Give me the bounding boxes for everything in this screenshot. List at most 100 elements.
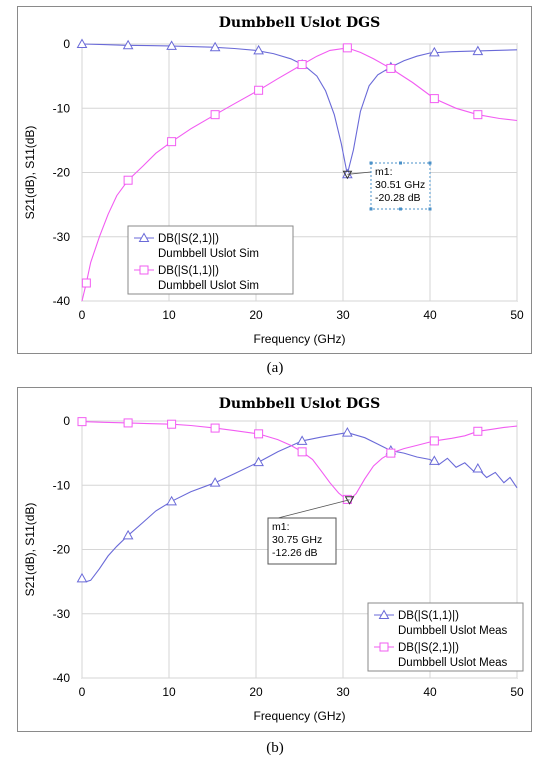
y-tick-label: 0 (63, 37, 70, 51)
chart-a-svg: Dumbbell Uslot DGS 0 10 20 30 40 50 0 -10 -20 -30 -… (23, 15, 524, 346)
x-tick-label: 50 (510, 308, 524, 322)
y-tick-label: -30 (53, 607, 71, 621)
y-tick-label: -20 (53, 543, 71, 557)
marker-box-handle (428, 161, 432, 165)
x-tick-label: 10 (162, 685, 176, 699)
legend-entry-name: DB(|S(1,1)|) (398, 610, 459, 622)
series-1-marker (428, 46, 440, 57)
legend-entry-name: DB(|S(2,1)|) (398, 642, 459, 654)
series-1-marker (122, 39, 134, 50)
chart-b-svg: Dumbbell Uslot DGS 0 10 20 30 40 50 0 -10 -20 -30 -… (23, 396, 524, 723)
marker-box-handle (399, 207, 402, 211)
series-1-marker (166, 40, 177, 50)
series-1-marker (76, 38, 88, 48)
marker-freq: 30.51 GHz (375, 179, 425, 191)
y-tick-label: 0 (63, 414, 70, 428)
x-tick-label: 0 (79, 685, 86, 699)
series-2-marker (123, 418, 133, 428)
series-1-marker (472, 45, 484, 56)
marker-box-handle (369, 161, 373, 165)
marker-value: -12.26 dB (272, 547, 318, 559)
series-2-marker (77, 417, 87, 427)
y-tick-label: -30 (53, 230, 71, 244)
marker-box (267, 517, 337, 565)
y-axis-label: S21(dB), S11(dB) (23, 126, 37, 220)
series-line-1 (81, 43, 518, 175)
y-tick-label: -40 (53, 294, 71, 308)
series-1-marker (428, 455, 440, 465)
series-2-marker (473, 110, 483, 120)
legend-entry-name: DB(|S(2,1)|) (158, 233, 219, 245)
marker-box-handle (369, 207, 373, 211)
series-2-marker (473, 426, 483, 436)
series-1-marker (253, 44, 264, 55)
x-axis-label: Frequency (GHz) (253, 332, 345, 346)
series-1-marker (296, 435, 308, 445)
series-2-marker (386, 63, 396, 73)
series-line-2 (81, 421, 518, 501)
y-tick-label: -40 (53, 671, 71, 685)
series-2-marker (167, 137, 177, 147)
marker-freq: 30.75 GHz (272, 534, 322, 546)
caption-b: (b) (266, 740, 284, 756)
series-2-marker (297, 447, 307, 457)
legend-swatch-marker (379, 642, 389, 652)
y-axis-label: S21(dB), S11(dB) (23, 503, 37, 597)
series-2-marker (386, 448, 396, 458)
series-2-marker (429, 436, 439, 446)
series-2-marker (429, 94, 439, 104)
legend-entry-desc: Dumbbell Uslot Meas (398, 657, 508, 669)
series-2-marker (81, 278, 91, 288)
legend-swatch-marker (138, 232, 150, 242)
series-1-marker (472, 463, 484, 473)
chart-title: Dumbbell Uslot DGS (219, 15, 380, 31)
marker-label: m1: (272, 521, 290, 533)
x-tick-label: 10 (162, 308, 176, 322)
series-line-2 (81, 47, 518, 302)
legend-box (367, 602, 524, 672)
legend-box (127, 225, 294, 295)
series-2-marker (123, 175, 133, 185)
marker-value: -20.28 dB (375, 192, 421, 204)
series-1-marker (122, 529, 134, 540)
marker-box-handle (428, 207, 432, 211)
chart-panel-a: Dumbbell Uslot DGS 0 10 20 30 40 50 0 -10 -20 -30 -… (17, 6, 532, 354)
x-tick-label: 40 (423, 685, 437, 699)
x-tick-label: 0 (79, 308, 86, 322)
series-2-marker (210, 423, 220, 433)
x-tick-label: 20 (249, 308, 263, 322)
x-tick-label: 30 (336, 685, 350, 699)
series-2-marker (297, 60, 307, 70)
y-tick-label: -10 (53, 478, 71, 492)
legend-entry-desc: Dumbbell Uslot Sim (158, 280, 259, 292)
y-tick-label: -10 (53, 101, 71, 115)
series-2-marker (254, 429, 264, 439)
series-2-marker (254, 85, 264, 95)
caption-a: (a) (266, 360, 284, 376)
marker-m1-indicator (342, 170, 353, 180)
y-tick-label: -20 (53, 166, 71, 180)
series-1-marker (76, 572, 88, 583)
marker-leader-line (277, 499, 350, 519)
marker-label: m1: (375, 166, 393, 178)
series-1-marker (209, 41, 221, 52)
legend-swatch-marker (378, 609, 390, 619)
chart-title: Dumbbell Uslot DGS (219, 396, 380, 412)
x-tick-label: 30 (336, 308, 350, 322)
series-1-marker (341, 427, 353, 437)
x-tick-label: 20 (249, 685, 263, 699)
series-1-marker (166, 495, 177, 506)
series-1-marker (209, 477, 221, 487)
legend-entry-name: DB(|S(1,1)|) (158, 265, 219, 277)
x-tick-label: 50 (510, 685, 524, 699)
legend-entry-desc: Dumbbell Uslot Meas (398, 625, 508, 637)
chart-panel-b: Dumbbell Uslot DGS 0 10 20 30 40 50 0 -10 -20 -30 -… (17, 387, 532, 732)
x-axis-label: Frequency (GHz) (253, 709, 345, 723)
marker-box-handle (399, 161, 402, 165)
series-2-marker (210, 110, 220, 120)
x-tick-label: 40 (423, 308, 437, 322)
legend-entry-desc: Dumbbell Uslot Sim (158, 248, 259, 260)
series-1-marker (253, 456, 264, 467)
series-2-marker (342, 43, 352, 53)
series-2-marker (167, 419, 177, 429)
